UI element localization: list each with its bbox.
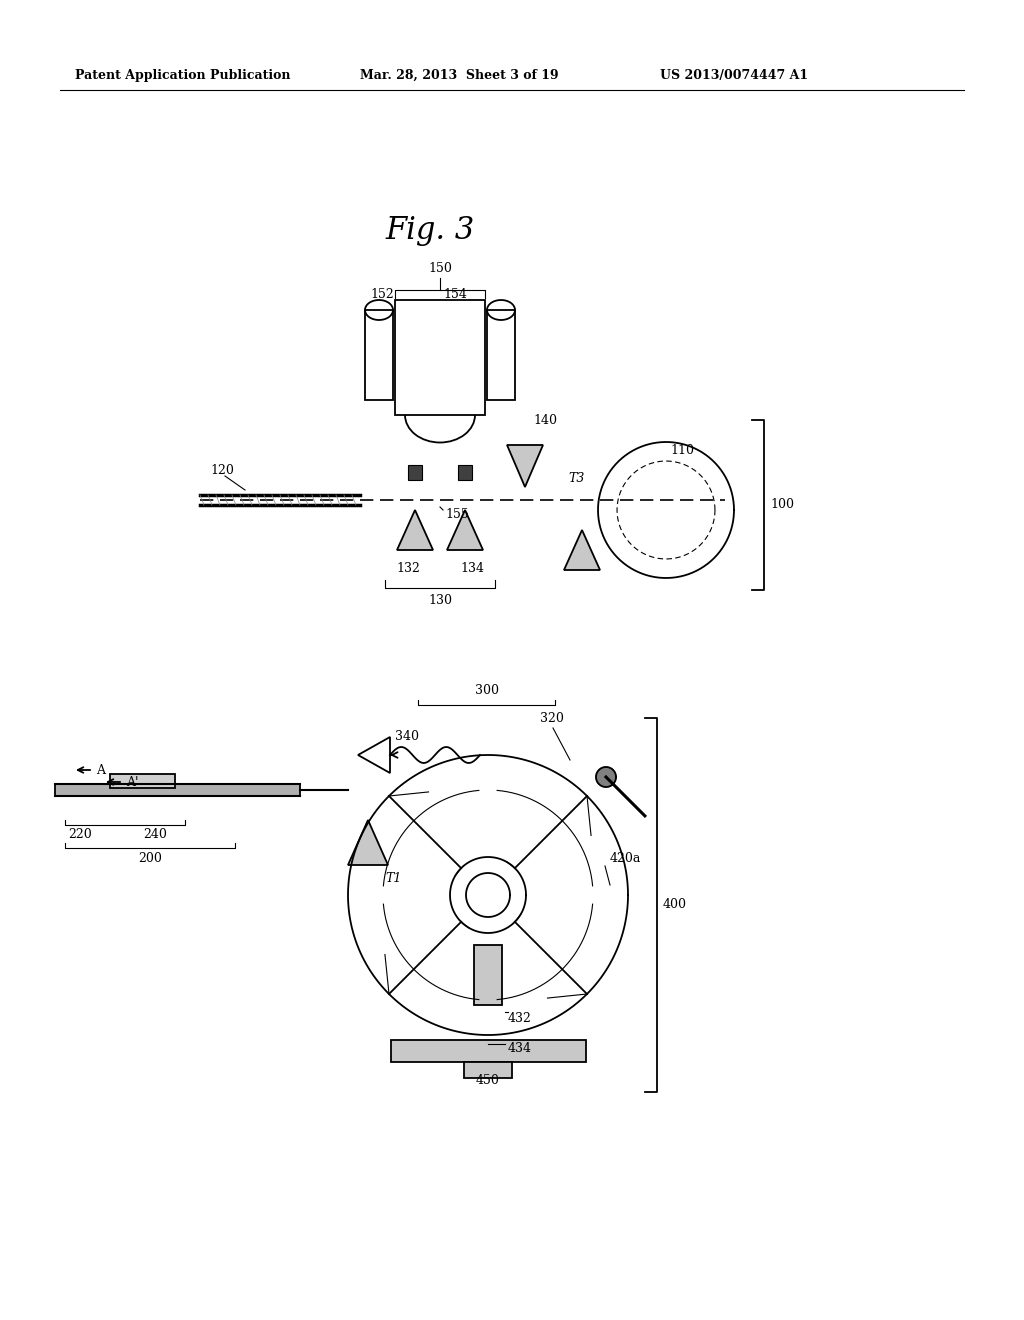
Polygon shape bbox=[447, 510, 483, 550]
Bar bbox=[365, 310, 393, 400]
Text: A: A bbox=[96, 763, 105, 776]
Text: 340: 340 bbox=[395, 730, 419, 743]
Text: 400: 400 bbox=[663, 899, 687, 912]
Polygon shape bbox=[596, 767, 616, 787]
Text: 132: 132 bbox=[396, 561, 420, 574]
Bar bbox=[458, 465, 472, 480]
Text: T1: T1 bbox=[385, 871, 401, 884]
Text: 100: 100 bbox=[770, 499, 794, 511]
Bar bbox=[487, 310, 515, 400]
Text: 140: 140 bbox=[534, 413, 557, 426]
Text: 432: 432 bbox=[508, 1011, 531, 1024]
Text: 300: 300 bbox=[475, 684, 499, 697]
Polygon shape bbox=[358, 737, 390, 774]
Text: 150: 150 bbox=[428, 261, 452, 275]
Text: 420a: 420a bbox=[610, 851, 641, 865]
Text: T3: T3 bbox=[568, 471, 585, 484]
Text: 152: 152 bbox=[370, 289, 394, 301]
Text: 320: 320 bbox=[540, 711, 564, 725]
Text: 450: 450 bbox=[476, 1073, 500, 1086]
Text: 220: 220 bbox=[69, 829, 92, 842]
Text: 155: 155 bbox=[445, 508, 469, 521]
Bar bbox=[110, 774, 175, 788]
Text: A': A' bbox=[126, 776, 138, 788]
Polygon shape bbox=[397, 510, 433, 550]
Text: Patent Application Publication: Patent Application Publication bbox=[75, 69, 291, 82]
Text: 130: 130 bbox=[428, 594, 452, 606]
Bar bbox=[474, 945, 502, 1005]
Polygon shape bbox=[507, 445, 543, 487]
Bar bbox=[391, 1040, 586, 1063]
Text: 120: 120 bbox=[210, 463, 233, 477]
Text: 154: 154 bbox=[443, 289, 467, 301]
Bar bbox=[408, 465, 422, 480]
Text: 200: 200 bbox=[138, 851, 162, 865]
Text: 434: 434 bbox=[508, 1041, 532, 1055]
Bar bbox=[464, 1063, 512, 1078]
Text: 134: 134 bbox=[460, 561, 484, 574]
Text: 240: 240 bbox=[143, 829, 167, 842]
Bar bbox=[55, 784, 300, 796]
Text: 110: 110 bbox=[670, 444, 694, 457]
Bar bbox=[395, 300, 485, 414]
Polygon shape bbox=[348, 820, 388, 865]
Text: US 2013/0074447 A1: US 2013/0074447 A1 bbox=[660, 69, 808, 82]
Text: Fig. 3: Fig. 3 bbox=[385, 214, 475, 246]
Text: Mar. 28, 2013  Sheet 3 of 19: Mar. 28, 2013 Sheet 3 of 19 bbox=[360, 69, 559, 82]
Polygon shape bbox=[564, 531, 600, 570]
